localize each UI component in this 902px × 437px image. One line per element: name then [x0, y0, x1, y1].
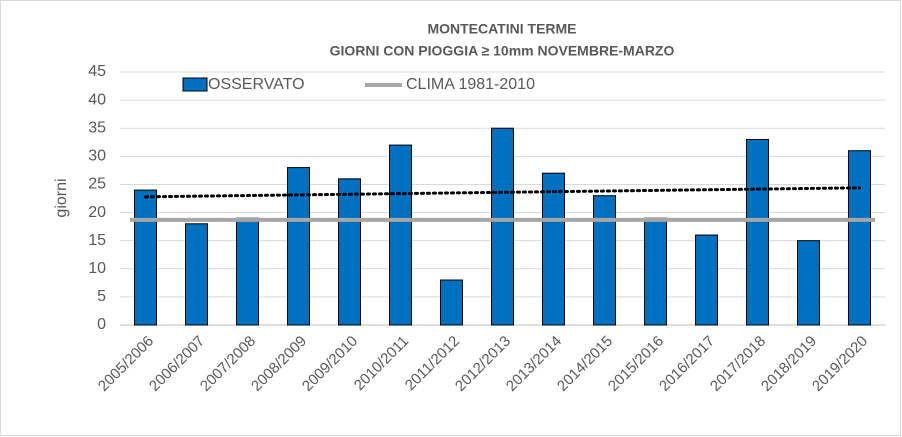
- y-axis-label: giorni: [53, 178, 70, 217]
- bar: [338, 178, 361, 326]
- bar: [389, 144, 412, 326]
- chart-subtitle: GIORNI CON PIOGGIA ≥ 10mm NOVEMBRE-MARZO: [330, 43, 675, 59]
- bar: [440, 279, 463, 326]
- bar: [797, 240, 820, 326]
- bar: [287, 167, 310, 326]
- y-tick-label: 30: [88, 148, 106, 165]
- bar: [134, 189, 157, 326]
- trend-line: [144, 186, 861, 199]
- legend-label: CLIMA 1981-2010: [406, 76, 535, 93]
- bar: [236, 217, 259, 326]
- legend-swatch: [182, 77, 208, 92]
- bar: [491, 127, 514, 326]
- bar: [746, 138, 769, 326]
- bar: [185, 223, 208, 326]
- y-tick-label: 15: [88, 232, 106, 249]
- y-tick-label: 20: [88, 204, 106, 221]
- chart-title: MONTECATINI TERME: [427, 21, 576, 37]
- bar: [593, 195, 616, 326]
- y-tick-label: 40: [88, 91, 106, 108]
- bar: [542, 172, 565, 326]
- legend-label: OSSERVATO: [208, 76, 305, 93]
- y-tick-label: 0: [97, 316, 106, 333]
- y-tick-label: 45: [88, 63, 106, 80]
- y-tick-label: 5: [97, 288, 106, 305]
- bar: [695, 234, 718, 326]
- y-tick-label: 10: [88, 260, 106, 277]
- y-tick-label: 25: [88, 176, 106, 193]
- bar: [848, 150, 871, 326]
- bar: [644, 217, 667, 326]
- y-tick-label: 35: [88, 119, 106, 136]
